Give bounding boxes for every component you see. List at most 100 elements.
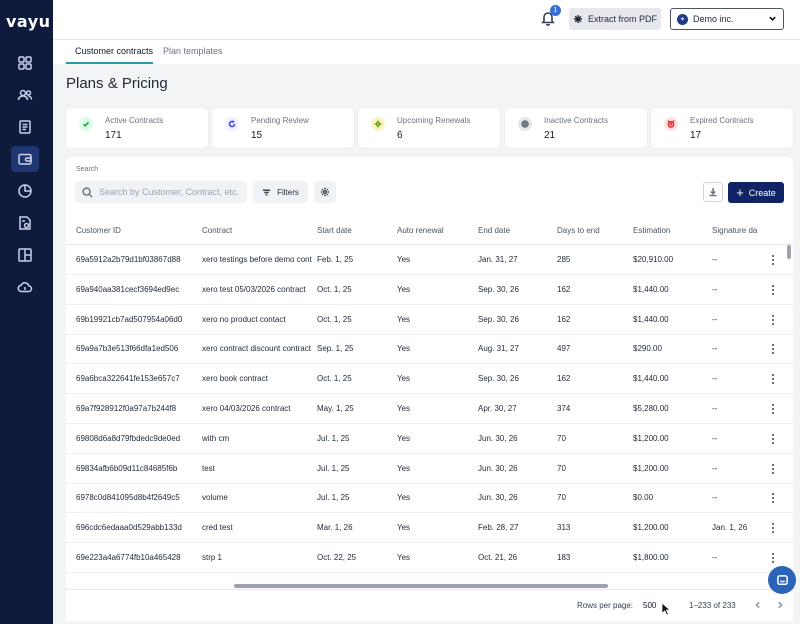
- column-header-signature-date[interactable]: Signature da: [712, 226, 758, 235]
- row-actions-menu-icon[interactable]: [770, 402, 776, 416]
- table-row[interactable]: 69834afb6b09d11c84685f6b test Jul. 1, 25 Ye…: [66, 454, 793, 484]
- cell-estimation: $1,800.00: [633, 553, 669, 562]
- sidebar-item-documents[interactable]: [11, 114, 39, 140]
- stat-card-inactive-contracts[interactable]: Inactive Contracts 21: [505, 108, 647, 148]
- tab-plan-templates[interactable]: Plan templates: [163, 46, 223, 56]
- table-row[interactable]: 69a9a7b3e513f66dfa1ed506 xero contract di…: [66, 334, 793, 365]
- row-actions-menu-icon[interactable]: [770, 283, 776, 297]
- cell-end-date: Sep. 30, 26: [478, 314, 519, 324]
- filters-label: Filters: [277, 187, 299, 197]
- horizontal-scrollbar[interactable]: [234, 584, 608, 588]
- create-button[interactable]: + Create: [728, 182, 784, 203]
- cell-auto-renewal: Yes: [397, 314, 411, 324]
- table-row[interactable]: 69a6bca322641fe153e657c7 xero book contra…: [66, 364, 793, 395]
- cell-estimation: $1,440.00: [633, 314, 669, 324]
- organization-select[interactable]: ✦ Demo inc.: [670, 8, 784, 30]
- stat-card-expired-contracts[interactable]: Expired Contracts 17: [651, 108, 793, 148]
- row-actions-menu-icon[interactable]: [770, 313, 776, 327]
- cell-end-date: Oct. 21, 26: [478, 553, 518, 562]
- cell-start-date: May. 1, 25: [317, 404, 354, 413]
- row-actions-menu-icon[interactable]: [770, 491, 776, 505]
- table-row[interactable]: 6978c0d841095d8b4f2649c5 volume Jul. 1, 25…: [66, 483, 793, 514]
- row-actions-menu-icon[interactable]: [770, 521, 776, 535]
- row-actions-menu-icon[interactable]: [770, 551, 776, 565]
- sparkle-icon: [573, 15, 582, 23]
- column-header-customer-id[interactable]: Customer ID: [76, 226, 121, 235]
- search-input[interactable]: [99, 187, 239, 197]
- stat-card-pending-review[interactable]: Pending Review 15: [212, 108, 354, 148]
- column-header-auto-renewal[interactable]: Auto renewal: [397, 226, 444, 235]
- row-actions-menu-icon[interactable]: [770, 253, 776, 267]
- download-button[interactable]: [703, 182, 723, 202]
- cell-auto-renewal: Yes: [397, 493, 411, 503]
- row-actions-menu-icon[interactable]: [770, 342, 776, 356]
- cell-signature-date: --: [712, 433, 718, 443]
- filters-button[interactable]: Filters: [253, 181, 308, 203]
- cell-days-to-end: 70: [557, 493, 566, 503]
- table-row[interactable]: 69e223a4a6774fb10a465428 strp 1 Oct. 22, 2…: [66, 543, 793, 573]
- table-row[interactable]: 69a7f928912f0a97a7b244f8 xero 04/03/2026 …: [66, 394, 793, 424]
- stat-label: Inactive Contracts: [544, 116, 609, 125]
- cell-estimation: $0.00: [633, 493, 654, 503]
- row-actions-menu-icon[interactable]: [770, 372, 776, 386]
- cell-auto-renewal: Yes: [397, 284, 411, 294]
- sidebar-item-invoices[interactable]: [11, 210, 39, 236]
- table-row[interactable]: 696cdc6edaaa0d529abb133d cred test Mar. 1,…: [66, 513, 793, 544]
- sidebar-item-plans[interactable]: [11, 146, 39, 172]
- cell-end-date: Aug. 31, 27: [478, 344, 519, 354]
- cell-days-to-end: 162: [557, 374, 571, 384]
- cell-auto-renewal: Yes: [397, 404, 411, 413]
- column-header-days-to-end[interactable]: Days to end: [557, 226, 600, 235]
- cell-auto-renewal: Yes: [397, 463, 411, 473]
- chat-icon: [776, 574, 788, 585]
- table-row[interactable]: 69a940aa381cecf3694ed9ec xero test 05/03/…: [66, 275, 793, 305]
- sidebar-item-layout[interactable]: [11, 242, 39, 268]
- cell-signature-date: --: [712, 255, 718, 264]
- extract-from-pdf-button[interactable]: Extract from PDF: [569, 8, 661, 30]
- sidebar-item-dashboard[interactable]: [11, 50, 39, 76]
- sidebar-item-integrations[interactable]: [11, 274, 39, 300]
- vayu-logo[interactable]: vayu: [6, 12, 51, 31]
- table-row[interactable]: 69808d6a8d79fbdedc9de0ed with cm Jul. 1, 2…: [66, 424, 793, 454]
- table-row[interactable]: 69b19921cb7ad507954a06d0 xero no product …: [66, 305, 793, 335]
- stat-label: Pending Review: [251, 116, 309, 125]
- search-icon: [82, 186, 93, 198]
- filter-icon: [263, 189, 271, 195]
- cell-days-to-end: 70: [557, 463, 566, 473]
- table-row[interactable]: 69a5912a2b79d1bf03867d88 xero testings be…: [66, 245, 793, 275]
- column-header-estimation[interactable]: Estimation: [633, 226, 671, 235]
- top-bar: 1 Extract from PDF ✦ Demo inc.: [53, 0, 800, 40]
- stat-label: Expired Contracts: [690, 116, 754, 125]
- cell-start-date: Jul. 1, 25: [317, 493, 350, 503]
- check-circle-icon: [79, 117, 93, 131]
- row-actions-menu-icon[interactable]: [770, 462, 776, 476]
- cell-end-date: Jun. 30, 26: [478, 463, 518, 473]
- table-settings-button[interactable]: [314, 181, 336, 203]
- column-header-start-date[interactable]: Start date: [317, 226, 352, 235]
- cell-auto-renewal: Yes: [397, 255, 411, 264]
- page-title: Plans & Pricing: [66, 75, 168, 92]
- cell-signature-date: --: [712, 493, 718, 503]
- column-header-contract[interactable]: Contract: [202, 226, 233, 235]
- contracts-panel: Search Filters + Create Customer ID Cont…: [66, 157, 793, 589]
- rows-per-page-select[interactable]: 500: [643, 601, 657, 610]
- search-box[interactable]: [75, 181, 247, 203]
- sidebar-item-analytics[interactable]: [11, 178, 39, 204]
- previous-page-button[interactable]: [752, 599, 764, 611]
- support-chat-button[interactable]: [768, 566, 796, 594]
- row-actions-menu-icon[interactable]: [770, 432, 776, 446]
- cell-estimation: $1,440.00: [633, 374, 669, 384]
- active-tab-indicator: [66, 62, 153, 64]
- stat-card-active-contracts[interactable]: Active Contracts 171: [66, 108, 208, 148]
- cell-auto-renewal: Yes: [397, 553, 411, 562]
- cell-signature-date: --: [712, 463, 718, 473]
- column-header-end-date[interactable]: End date: [478, 226, 511, 235]
- stat-card-upcoming-renewals[interactable]: Upcoming Renewals 6: [358, 108, 500, 148]
- sidebar-item-customers[interactable]: [11, 82, 39, 108]
- tab-customer-contracts[interactable]: Customer contracts: [75, 46, 154, 56]
- next-page-button[interactable]: [774, 599, 786, 611]
- cell-customer-id: 69a6bca322641fe153e657c7: [76, 374, 180, 384]
- vertical-scrollbar[interactable]: [787, 245, 791, 259]
- cell-estimation: $1,200.00: [633, 523, 669, 533]
- cell-end-date: Jun. 30, 26: [478, 493, 518, 503]
